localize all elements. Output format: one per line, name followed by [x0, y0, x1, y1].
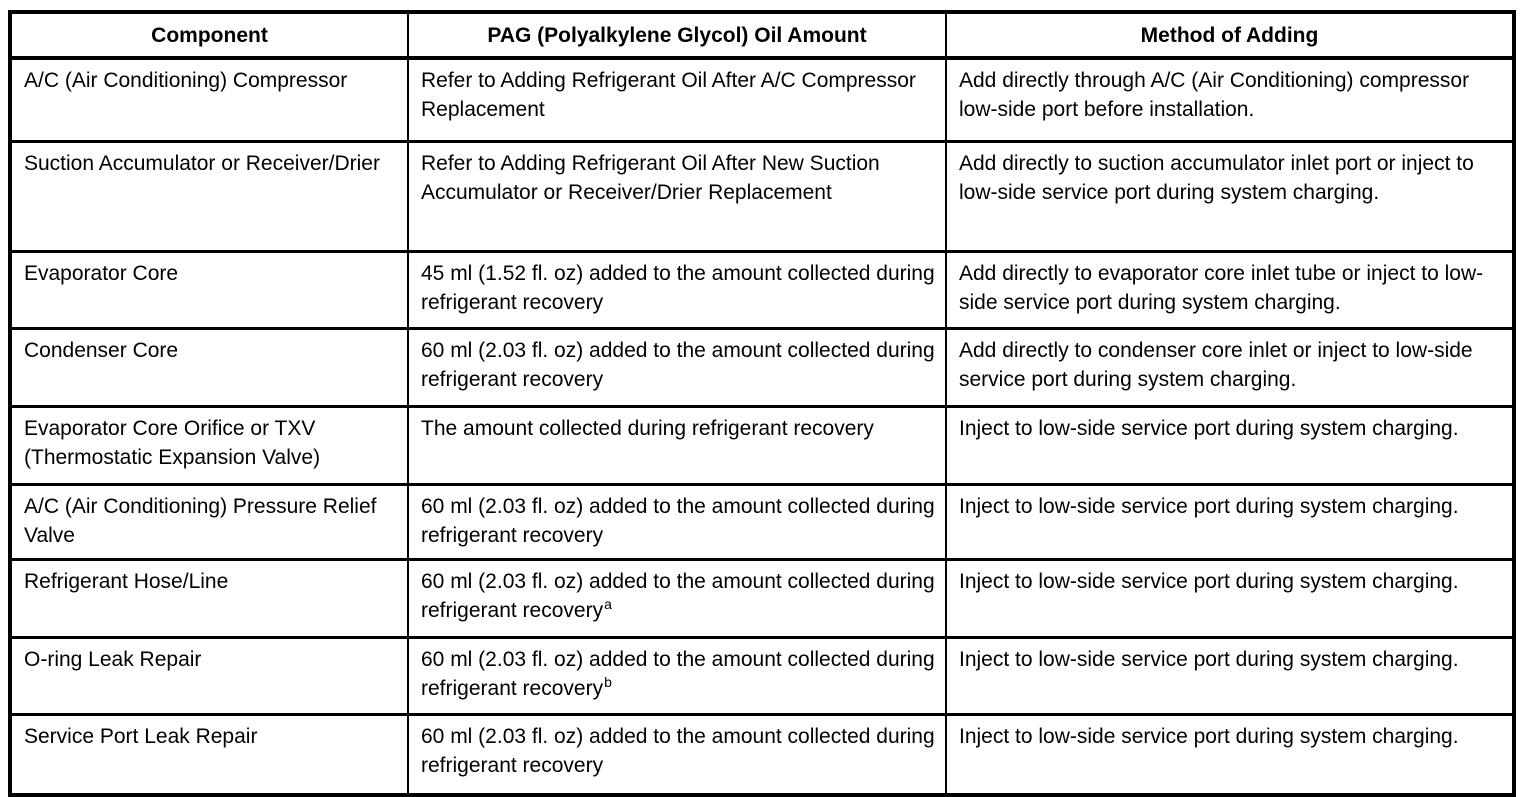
oil-amount-text: 60 ml (2.03 fl. oz) added to the amount …	[421, 648, 935, 700]
column-header-method: Method of Adding	[946, 12, 1514, 60]
component-cell: Evaporator Core	[10, 251, 409, 330]
oil-amount-text: 60 ml (2.03 fl. oz) added to the amount …	[421, 725, 935, 777]
method-cell: Inject to low-side service port during s…	[946, 559, 1514, 639]
oil-amount-text: 60 ml (2.03 fl. oz) added to the amount …	[421, 339, 935, 391]
oil-amount-text: 60 ml (2.03 fl. oz) added to the amount …	[421, 495, 935, 547]
table-row: A/C (Air Conditioning) Pressure Relief V…	[10, 484, 1514, 561]
header-row: Component PAG (Polyalkylene Glycol) Oil …	[10, 12, 1514, 60]
column-header-oil-amount: PAG (Polyalkylene Glycol) Oil Amount	[408, 12, 947, 60]
oil-amount-cell: 60 ml (2.03 fl. oz) added to the amount …	[408, 637, 947, 716]
method-cell: Inject to low-side service port during s…	[959, 725, 1459, 748]
table-row: Evaporator Core Orifice or TXV (Thermost…	[10, 406, 1514, 486]
table-row: A/C (Air Conditioning) Compressor Refer …	[10, 58, 1514, 143]
oil-amount-text: 60 ml (2.03 fl. oz) added to the amount …	[421, 570, 935, 622]
table-row: Evaporator Core 45 ml (1.52 fl. oz) adde…	[10, 251, 1514, 330]
pag-oil-amount-table: Component PAG (Polyalkylene Glycol) Oil …	[8, 10, 1516, 797]
component-cell: Refrigerant Hose/Line	[10, 559, 409, 639]
component-cell: Suction Accumulator or Receiver/Drier	[10, 141, 409, 253]
oil-amount-cell: 60 ml (2.03 fl. oz) added to the amount …	[408, 559, 947, 639]
component-cell: O-ring Leak Repair	[10, 637, 409, 716]
method-cell: Inject to low-side service port during s…	[946, 406, 1514, 486]
table-row: Refrigerant Hose/Line 60 ml (2.03 fl. oz…	[10, 559, 1514, 639]
oil-amount-cell: 60 ml (2.03 fl. oz) added to the amount …	[408, 714, 947, 795]
method-cell: Add directly to evaporator core inlet tu…	[946, 251, 1514, 330]
table-row: Service Port Leak Repair 60 ml (2.03 fl.…	[10, 714, 1514, 795]
component-cell: A/C (Air Conditioning) Compressor	[10, 58, 409, 143]
component-cell: Evaporator Core Orifice or TXV (Thermost…	[10, 406, 409, 486]
oil-amount-cell: Refer to Adding Refrigerant Oil After Ne…	[408, 141, 947, 253]
oil-amount-text: Refer to Adding Refrigerant Oil After A/…	[421, 69, 916, 121]
method-cell: Add directly to condenser core inlet or …	[946, 328, 1514, 408]
method-cell: Add directly through A/C (Air Conditioni…	[946, 58, 1514, 143]
oil-amount-cell: The amount collected during refrigerant …	[408, 406, 947, 486]
oil-amount-cell: 45 ml (1.52 fl. oz) added to the amount …	[408, 251, 947, 330]
component-cell: Condenser Core	[10, 328, 409, 408]
footnote-marker: b	[604, 674, 612, 690]
oil-amount-cell: 60 ml (2.03 fl. oz) added to the amount …	[408, 484, 947, 561]
method-cell: Inject to low-side service port during s…	[946, 484, 1514, 561]
oil-amount-text: The amount collected during refrigerant …	[421, 417, 874, 440]
footnote-marker: a	[604, 596, 612, 612]
oil-amount-cell: Refer to Adding Refrigerant Oil After A/…	[408, 58, 947, 143]
component-cell: A/C (Air Conditioning) Pressure Relief V…	[10, 484, 409, 561]
method-cell: Inject to low-side service port during s…	[946, 637, 1514, 716]
oil-amount-text: Refer to Adding Refrigerant Oil After Ne…	[421, 152, 880, 204]
column-header-component: Component	[10, 12, 409, 60]
table-row: Suction Accumulator or Receiver/Drier Re…	[10, 141, 1514, 253]
component-cell: Service Port Leak Repair	[10, 714, 409, 795]
table-row: O-ring Leak Repair 60 ml (2.03 fl. oz) a…	[10, 637, 1514, 716]
oil-amount-text: 45 ml (1.52 fl. oz) added to the amount …	[421, 262, 935, 314]
oil-amount-cell: 60 ml (2.03 fl. oz) added to the amount …	[408, 328, 947, 408]
method-cell: Add directly to suction accumulator inle…	[946, 141, 1514, 253]
table-row: Condenser Core 60 ml (2.03 fl. oz) added…	[10, 328, 1514, 408]
